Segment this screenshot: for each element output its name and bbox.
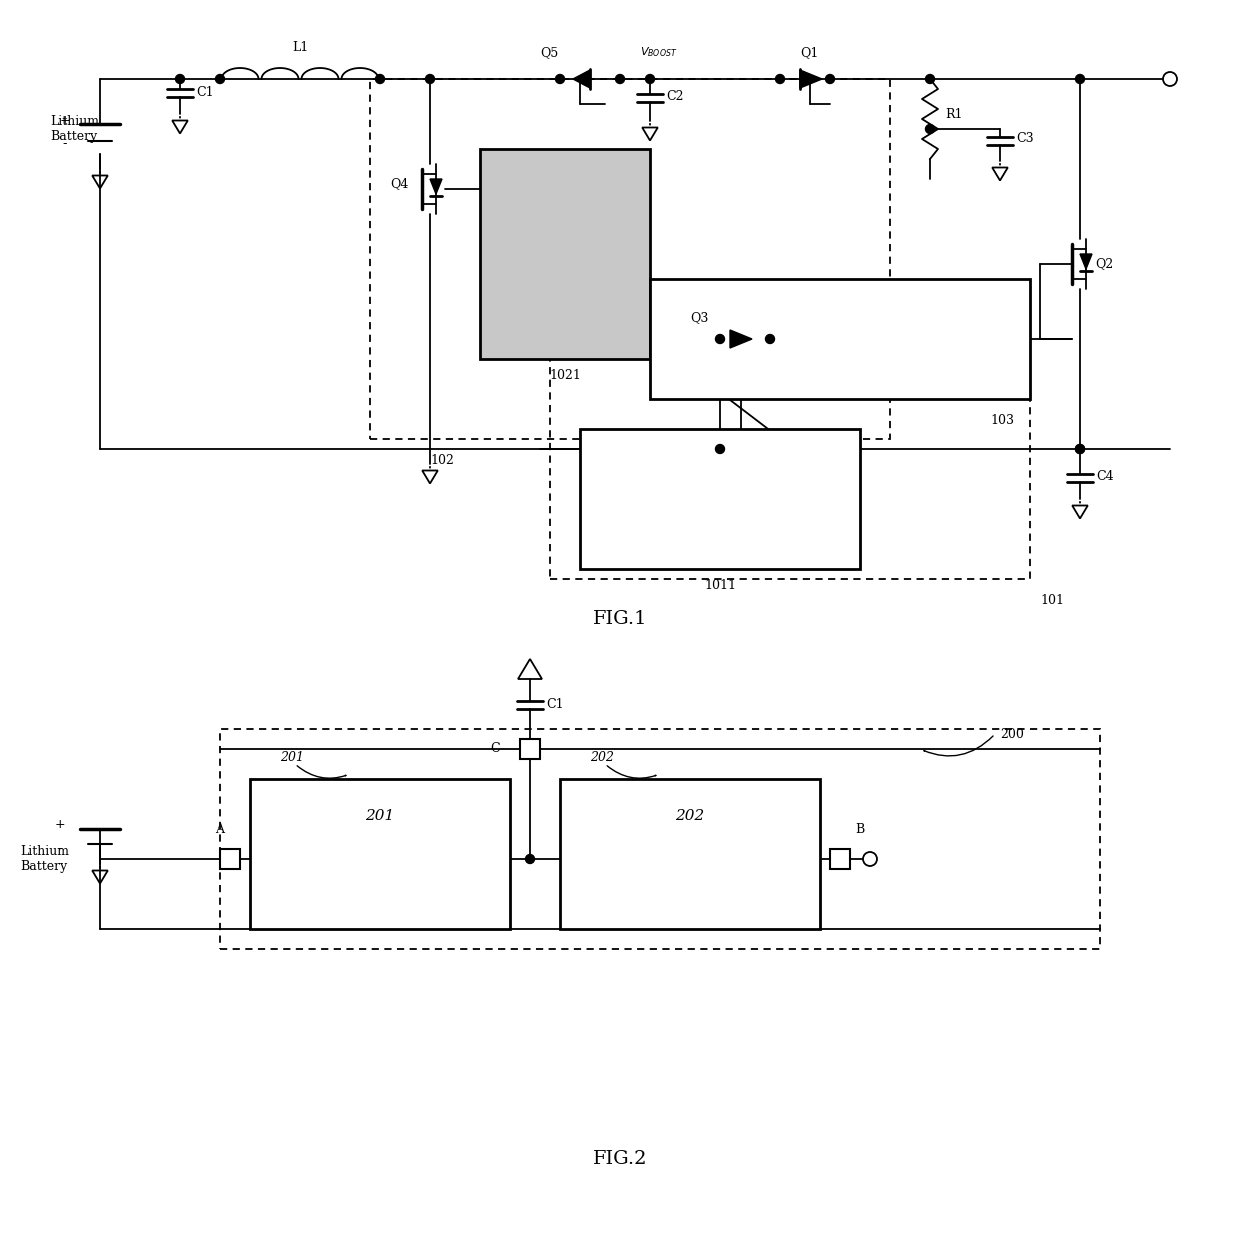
- Circle shape: [765, 335, 775, 344]
- Text: R1: R1: [945, 107, 962, 121]
- Text: Q1: Q1: [800, 47, 818, 59]
- Text: A: A: [216, 823, 224, 836]
- Text: -: -: [63, 137, 67, 151]
- Text: 201: 201: [280, 752, 304, 764]
- Circle shape: [925, 74, 935, 83]
- Circle shape: [826, 74, 835, 83]
- Text: FIG.2: FIG.2: [593, 1149, 647, 1168]
- Text: C4: C4: [1096, 471, 1114, 483]
- Polygon shape: [1080, 254, 1092, 269]
- Polygon shape: [430, 179, 441, 194]
- Bar: [480, 149, 650, 359]
- Text: FIG.1: FIG.1: [593, 611, 647, 628]
- Text: 101: 101: [1040, 594, 1064, 607]
- Circle shape: [715, 444, 724, 453]
- Circle shape: [775, 74, 785, 83]
- Bar: [551, 359, 1030, 579]
- Text: +: +: [55, 817, 66, 831]
- Bar: [250, 779, 510, 929]
- Text: 202: 202: [590, 752, 614, 764]
- Text: Q2: Q2: [1095, 258, 1114, 271]
- Circle shape: [176, 74, 185, 83]
- Text: L1: L1: [291, 42, 308, 54]
- Circle shape: [1163, 72, 1177, 86]
- Circle shape: [425, 74, 434, 83]
- Text: 200: 200: [999, 728, 1024, 740]
- Circle shape: [376, 74, 384, 83]
- Text: 103: 103: [990, 414, 1014, 427]
- Circle shape: [1075, 444, 1085, 453]
- FancyArrowPatch shape: [608, 765, 656, 778]
- Text: C: C: [490, 743, 500, 755]
- Text: C1: C1: [546, 699, 564, 711]
- Text: 1021: 1021: [549, 369, 580, 381]
- FancyArrowPatch shape: [924, 737, 993, 755]
- Bar: [219, 849, 241, 869]
- FancyArrowPatch shape: [298, 765, 346, 778]
- Text: 102: 102: [430, 454, 454, 467]
- Text: C3: C3: [1016, 132, 1034, 146]
- Text: Q5: Q5: [539, 47, 558, 59]
- Text: 201: 201: [366, 810, 394, 823]
- Text: $V_{BOOST}$: $V_{BOOST}$: [640, 45, 677, 59]
- Circle shape: [526, 855, 534, 864]
- Circle shape: [556, 74, 564, 83]
- Text: 1011: 1011: [704, 579, 737, 592]
- Text: B: B: [856, 823, 864, 836]
- Bar: [370, 79, 890, 439]
- Circle shape: [863, 852, 877, 866]
- Text: Lithium
Battery: Lithium Battery: [50, 115, 99, 144]
- Text: 202: 202: [676, 810, 704, 823]
- Circle shape: [646, 74, 655, 83]
- Polygon shape: [573, 71, 590, 88]
- Bar: [219, 729, 1100, 949]
- Circle shape: [715, 335, 724, 344]
- Text: Lithium
Battery: Lithium Battery: [20, 845, 69, 872]
- Polygon shape: [800, 71, 822, 88]
- Bar: [650, 279, 1030, 399]
- Text: Q3: Q3: [689, 311, 708, 324]
- Text: C1: C1: [196, 86, 213, 98]
- Circle shape: [925, 125, 935, 133]
- Polygon shape: [730, 330, 751, 347]
- Circle shape: [1075, 74, 1085, 83]
- Bar: [580, 429, 861, 569]
- Text: +: +: [60, 115, 71, 127]
- Bar: [830, 849, 849, 869]
- Circle shape: [216, 74, 224, 83]
- Circle shape: [1075, 444, 1085, 453]
- Text: Q4: Q4: [391, 178, 408, 190]
- Text: -: -: [58, 842, 62, 856]
- Circle shape: [615, 74, 625, 83]
- Bar: [520, 739, 539, 759]
- Text: C2: C2: [666, 91, 683, 103]
- Bar: [560, 779, 820, 929]
